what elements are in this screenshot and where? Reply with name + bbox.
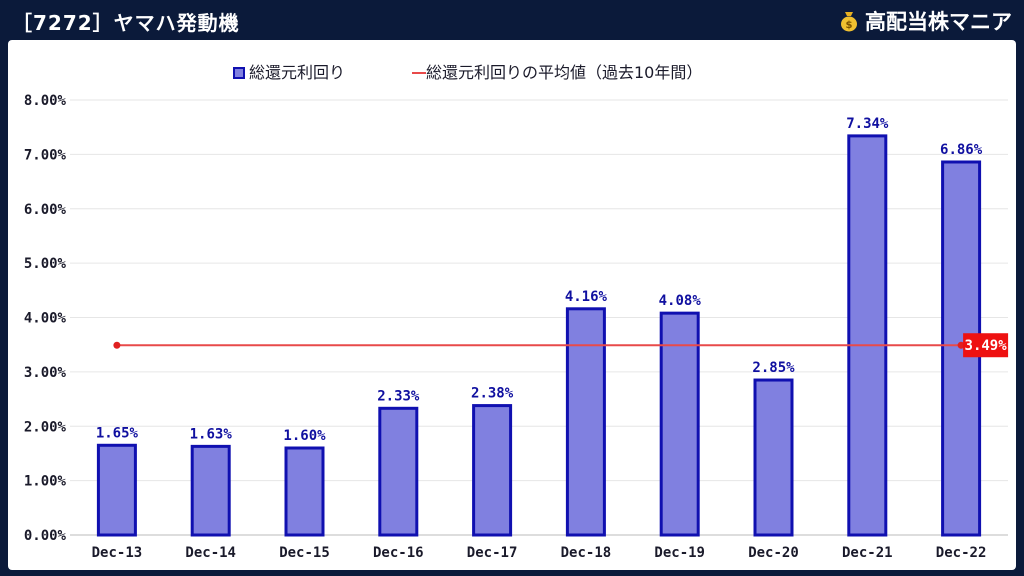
x-tick-label: Dec-16 xyxy=(373,545,424,561)
x-tick-label: Dec-21 xyxy=(842,545,893,561)
bar xyxy=(378,406,419,537)
svg-text:$: $ xyxy=(846,20,853,31)
bar xyxy=(847,134,888,537)
y-tick-label: 0.00% xyxy=(24,528,67,544)
bar-value-label: 1.63% xyxy=(190,426,233,442)
bar-value-label: 7.34% xyxy=(846,116,889,132)
y-tick-label: 6.00% xyxy=(24,202,67,218)
header: ［7272］ヤマハ発動機 $ 高配当株マニア xyxy=(0,0,1024,38)
y-tick-label: 8.00% xyxy=(24,93,67,109)
x-tick-label: Dec-22 xyxy=(936,545,987,561)
bar-value-label: 4.08% xyxy=(659,293,702,309)
bars xyxy=(96,134,982,537)
bar-value-label: 2.33% xyxy=(377,388,420,404)
bar xyxy=(472,404,513,537)
page-title: ［7272］ヤマハ発動機 xyxy=(12,11,240,35)
y-tick-label: 3.00% xyxy=(24,365,67,381)
average-value-label: 3.49% xyxy=(965,338,1008,354)
y-tick-label: 2.00% xyxy=(24,419,67,435)
bar xyxy=(753,378,794,537)
average-line: 3.49% xyxy=(113,333,1009,358)
bar-value-label: 1.60% xyxy=(283,428,326,444)
brand-name: 高配当株マニア xyxy=(865,10,1012,34)
x-tick-label: Dec-19 xyxy=(654,545,705,561)
y-tick-label: 4.00% xyxy=(24,311,67,327)
bar-value-label: 2.38% xyxy=(471,386,514,402)
bar-value-label: 1.65% xyxy=(96,425,139,441)
x-tick-label: Dec-13 xyxy=(92,545,143,561)
bar xyxy=(659,311,700,537)
average-start-point xyxy=(113,341,121,349)
bar-value-label: 6.86% xyxy=(940,142,983,158)
x-tick-label: Dec-20 xyxy=(748,545,799,561)
bar xyxy=(190,444,231,537)
bar-value-label: 4.16% xyxy=(565,289,608,305)
brand: $ 高配当株マニア xyxy=(839,6,1012,36)
money-bag-icon: $ xyxy=(841,12,857,32)
y-tick-label: 5.00% xyxy=(24,256,67,272)
x-axis: Dec-13 Dec-14 Dec-15 Dec-16 Dec-17 Dec-18 Dec-… xyxy=(92,545,987,561)
bar xyxy=(96,443,137,537)
y-axis: 0.00% 1.00% 2.00% 3.00% 4.00% 5.00% 6.00% 7.00%… xyxy=(24,93,67,544)
bar xyxy=(565,307,606,537)
x-tick-label: Dec-14 xyxy=(185,545,236,561)
average-label-box xyxy=(963,333,1009,358)
y-tick-label: 7.00% xyxy=(24,147,67,163)
legend-bar-swatch xyxy=(233,67,245,79)
legend: 総還元利回り 総還元利回りの平均値（過去10年間） xyxy=(233,63,702,82)
average-end-point xyxy=(957,341,965,349)
x-tick-label: Dec-18 xyxy=(561,545,612,561)
bar-value-label: 2.85% xyxy=(752,360,795,376)
bar-labels: 1.65% 1.63% 1.60% 2.33% 2.38% 4.16% 4.08% 2.85%… xyxy=(96,116,983,444)
bar-chart: 0.00% 1.00% 2.00% 3.00% 4.00% 5.00% 6.00% 7.00%… xyxy=(24,63,1009,561)
chart-panel: 0.00% 1.00% 2.00% 3.00% 4.00% 5.00% 6.00% 7.00%… xyxy=(8,40,1016,570)
x-tick-label: Dec-15 xyxy=(279,545,330,561)
x-tick-label: Dec-17 xyxy=(467,545,518,561)
y-tick-label: 1.00% xyxy=(24,474,67,490)
bar xyxy=(284,446,325,537)
legend-line-label: 総還元利回りの平均値（過去10年間） xyxy=(426,63,702,82)
legend-bar-label: 総還元利回り xyxy=(249,63,345,82)
